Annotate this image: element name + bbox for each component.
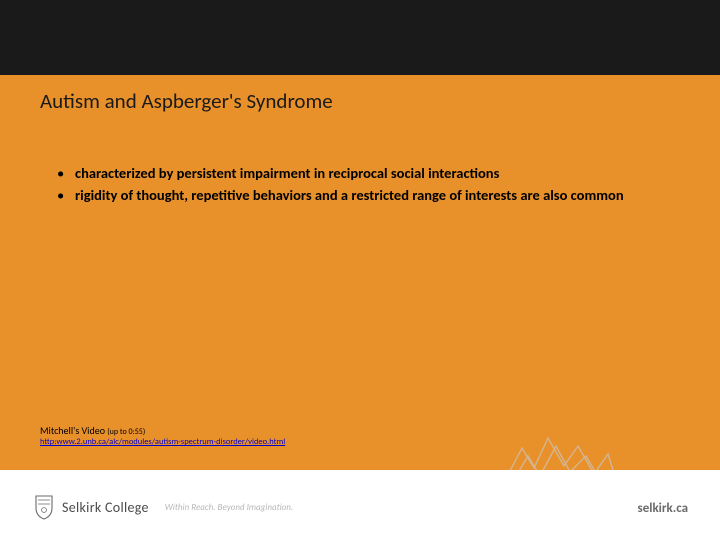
slide-title: Autism and Aspberger's Syndrome xyxy=(40,88,333,114)
top-band xyxy=(0,0,720,75)
college-name: Selkirk College xyxy=(62,499,149,516)
slide: Autism and Aspberger's Syndrome characte… xyxy=(0,0,720,540)
crest-icon xyxy=(34,494,54,520)
bullet-item: rigidity of thought, repetitive behavior… xyxy=(55,186,675,206)
tagline: Within Reach. Beyond Imagination. xyxy=(165,502,293,513)
video-caption-main: Mitchell's Video xyxy=(40,424,105,437)
video-caption: Mitchell's Video (up to 0:55) xyxy=(40,424,145,437)
main-area xyxy=(0,75,720,470)
footer: Selkirk College Within Reach. Beyond Ima… xyxy=(0,470,720,540)
bullet-list: characterized by persistent impairment i… xyxy=(55,164,675,207)
video-caption-note: (up to 0:55) xyxy=(107,427,145,437)
logo-block: Selkirk College Within Reach. Beyond Ima… xyxy=(34,494,293,520)
video-link[interactable]: http:www.2.unb.ca/alc/modules/autism-spe… xyxy=(40,437,285,447)
site-url: selkirk.ca xyxy=(638,501,688,516)
bullet-item: characterized by persistent impairment i… xyxy=(55,164,675,184)
